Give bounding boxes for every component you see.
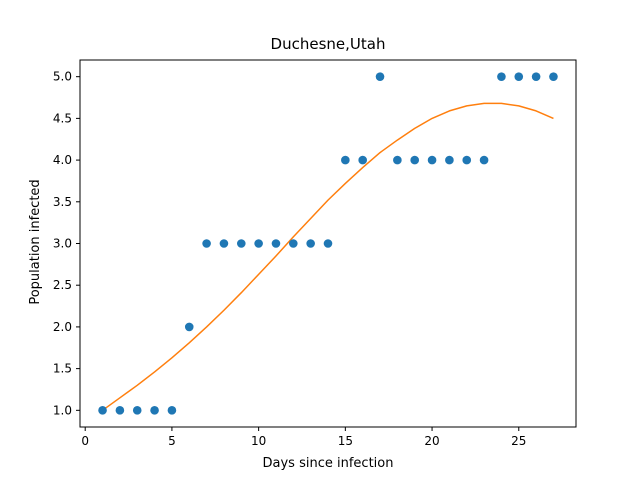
data-point [549,72,558,81]
x-tick-label: 0 [81,434,89,448]
y-axis-label: Population infected [28,179,43,304]
y-tick-label: 2.0 [53,320,72,334]
data-point [289,239,298,248]
data-point [167,406,177,415]
data-point [531,72,541,81]
data-point [219,239,229,248]
data-point [410,155,420,165]
data-point [393,155,402,165]
x-tick-label: 25 [511,434,526,448]
data-point [254,239,263,248]
x-axis-label: Days since infection [263,456,394,471]
data-point [98,406,107,415]
y-tick-label: 5.0 [53,70,72,84]
x-tick-label: 10 [251,434,266,448]
data-point [184,322,194,332]
data-point [323,239,333,248]
fit-line [102,102,554,411]
chart-title: Duchesne,Utah [271,35,386,53]
data-point [375,72,385,81]
x-tick-label: 20 [424,434,439,448]
data-point [132,406,142,415]
data-point [497,72,506,81]
data-point [306,239,315,248]
axes: 0 5 10 15 20 25 1.0 1.5 2.0 2.5 3.0 3.5 4.0 4.5 5.0 [53,59,577,448]
y-tick-label: 4.5 [53,111,72,125]
x-tick-label: 5 [168,434,176,448]
data-point [358,155,367,165]
chart-marks [98,72,558,415]
y-tick-label: 1.0 [53,403,72,417]
data-point [115,406,125,415]
data-point [202,239,211,248]
y-tick-label: 1.5 [53,362,72,376]
y-tick-label: 2.5 [53,278,72,292]
y-tick-label: 3.0 [53,237,72,251]
x-tick-label: 15 [338,434,353,448]
y-tick-label: 3.5 [53,195,72,209]
data-point [479,155,489,165]
data-point [427,155,437,165]
data-point [462,155,472,165]
data-point [271,239,281,248]
data-point [150,406,159,415]
data-point [341,155,350,165]
data-point [514,72,524,81]
data-point [236,239,246,248]
data-point [445,155,454,165]
y-tick-label: 4.0 [53,153,72,167]
